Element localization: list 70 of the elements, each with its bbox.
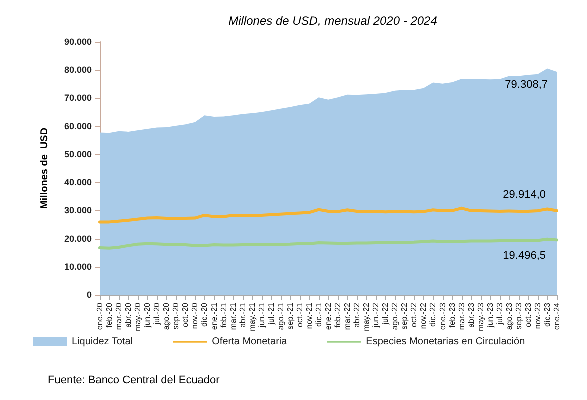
x-tick-label: ene.-21 (210, 302, 219, 330)
y-tick-label: 80.000 (64, 65, 92, 76)
x-tick-label: abr.-21 (238, 302, 248, 328)
data-label: 79.308,7 (505, 79, 548, 92)
x-tick-label: ene.-20 (96, 302, 104, 330)
data-label: 19.496,5 (503, 250, 546, 262)
x-tick-label: mar.-23 (457, 302, 466, 330)
x-tick-label: oct.-20 (181, 302, 190, 328)
x-tick-label: may.-21 (248, 302, 257, 332)
x-tick-label: ago.-22 (390, 302, 400, 330)
y-tick-label: 60.000 (64, 121, 92, 132)
x-tick-label: nov.-21 (304, 302, 314, 330)
x-tick-label: sep.-22 (400, 302, 410, 330)
x-tick-label: feb.-23 (448, 302, 457, 328)
x-tick-label: oct.-23 (524, 302, 533, 328)
x-tick-label: jul.-23 (495, 302, 504, 326)
x-tick-label: dic.-22 (428, 302, 438, 328)
y-tick-label: 90.000 (64, 37, 92, 47)
x-tick-label: dic.-23 (542, 302, 552, 328)
y-tick-label: 50.000 (64, 149, 92, 160)
x-tick-label: dic.-21 (314, 302, 324, 328)
x-tick-label: may.-22 (362, 302, 372, 332)
chart-title: Millones de USD, mensual 2020 - 2024 (228, 14, 438, 28)
x-tick-label: mar.-20 (114, 302, 124, 330)
x-tick-label: feb.-22 (334, 302, 343, 328)
x-tick-label: sep.-21 (286, 302, 295, 330)
x-tick-label: jul.-21 (266, 302, 276, 326)
y-tick-label: 30.000 (64, 206, 92, 216)
x-tick-label: ene.-24 (552, 302, 562, 330)
x-tick-label: sep.-23 (514, 302, 524, 330)
x-tick-label: nov.-22 (419, 302, 428, 330)
x-tick-label: mar.-21 (228, 302, 238, 330)
x-tick-label: ene.-23 (438, 302, 448, 330)
y-tick-label: 10.000 (64, 262, 92, 272)
x-tick-label: feb.-20 (105, 302, 114, 328)
legend-label: Liquidez Total (72, 336, 133, 348)
y-tick-label: 0 (86, 290, 92, 300)
x-tick-label: ago.-20 (162, 302, 172, 330)
x-tick-label: jun.-20 (143, 302, 152, 328)
x-tick-label: jul.-20 (152, 302, 162, 326)
y-tick-label: 70.000 (64, 93, 92, 104)
y-axis-title: Millones de USD (40, 128, 50, 210)
y-tick-label: 20.000 (64, 234, 92, 244)
x-tick-label: may.-23 (476, 302, 486, 332)
x-tick-label: jul.-22 (381, 302, 390, 326)
legend-label: Especies Monetarias en Circulación (366, 336, 526, 348)
x-tick-label: nov.-23 (533, 302, 542, 330)
x-tick-label: feb.-21 (219, 302, 228, 328)
x-tick-label: oct.-22 (410, 302, 419, 328)
x-tick-label: may.-20 (134, 302, 143, 332)
x-tick-label: mar.-22 (343, 302, 352, 330)
x-tick-label: abr.-23 (466, 302, 476, 328)
x-tick-label: jun.-21 (257, 302, 266, 328)
source-note: Fuente: Banco Central del Ecuador (48, 374, 220, 386)
x-tick-label: nov.-20 (190, 302, 200, 330)
x-tick-label: oct.-21 (295, 302, 304, 328)
x-tick-label: jun.-22 (372, 302, 381, 328)
x-tick-label: ago.-21 (276, 302, 286, 330)
x-tick-label: sep.-20 (172, 302, 181, 330)
x-tick-label: abr.-20 (124, 302, 134, 328)
line-series (98, 206, 558, 224)
line-series (98, 238, 558, 250)
x-tick-label: ene.-22 (324, 302, 333, 330)
x-tick-label: jun.-23 (486, 302, 495, 328)
y-tick-label: 40.000 (64, 178, 92, 188)
x-tick-label: ago.-23 (504, 302, 514, 330)
x-tick-label: dic.-20 (200, 302, 210, 328)
x-tick-label: abr.-22 (352, 302, 362, 328)
legend-label: Oferta Monetaria (212, 336, 288, 348)
data-label: 29.914,0 (503, 188, 546, 201)
